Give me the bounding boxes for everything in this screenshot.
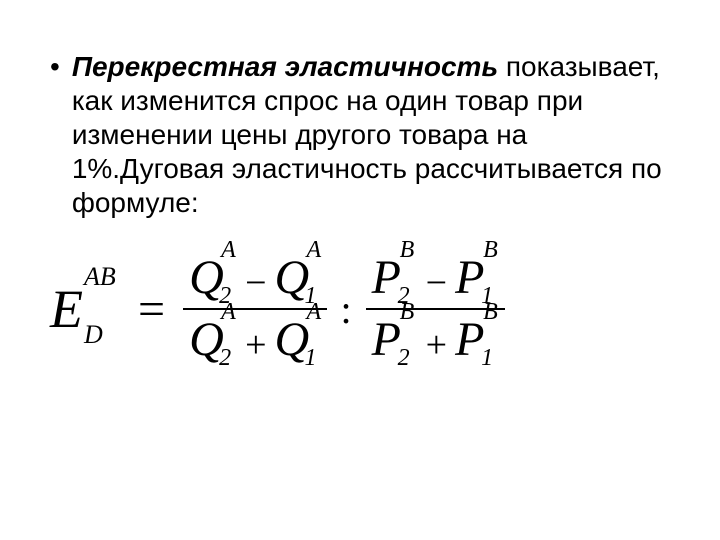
paragraph: Перекрестная эластичность показывает, ка… xyxy=(72,50,670,220)
frac1-den-op: + xyxy=(245,326,266,364)
bullet-block: • Перекрестная эластичность показывает, … xyxy=(50,50,670,220)
formula: E AB D = Q A 2 − Q A 1 xyxy=(50,250,670,368)
lhs-symbol: E AB D xyxy=(50,278,120,340)
frac2-num-op: − xyxy=(426,264,447,302)
frac2-num-t1: P B 2 xyxy=(372,254,418,302)
lhs-sub: D xyxy=(84,320,103,350)
frac2-num: P B 2 − P B 1 xyxy=(366,250,505,306)
frac2-den-t2: P B 1 xyxy=(455,316,499,364)
term-bold: Перекрестная эластичность xyxy=(72,51,498,82)
frac1-den: Q A 2 + Q A 1 xyxy=(183,312,326,368)
frac2-den-t1: P B 2 xyxy=(372,316,418,364)
fraction-2: P B 2 − P B 1 P B 2 + xyxy=(366,250,505,368)
slide: • Перекрестная эластичность показывает, … xyxy=(0,0,720,540)
frac2-den: P B 2 + P B 1 xyxy=(366,312,505,368)
frac2-den-op: + xyxy=(426,326,447,364)
frac1-num-op: − xyxy=(245,264,266,302)
equals: = xyxy=(138,282,165,337)
frac2-num-t2: P B 1 xyxy=(455,254,499,302)
frac1-num-t2: Q A 1 xyxy=(275,254,321,302)
fraction-1: Q A 2 − Q A 1 Q A 2 + xyxy=(183,250,326,368)
frac1-num-t1: Q A 2 xyxy=(189,254,237,302)
bullet-marker: • xyxy=(50,50,60,84)
frac1-num: Q A 2 − Q A 1 xyxy=(183,250,326,306)
frac1-den-t1: Q A 2 xyxy=(189,316,237,364)
divide-sign: : xyxy=(341,286,352,333)
frac1-den-t2: Q A 1 xyxy=(275,316,321,364)
lhs-sup: AB xyxy=(84,262,116,292)
lhs-base: E xyxy=(50,279,83,339)
